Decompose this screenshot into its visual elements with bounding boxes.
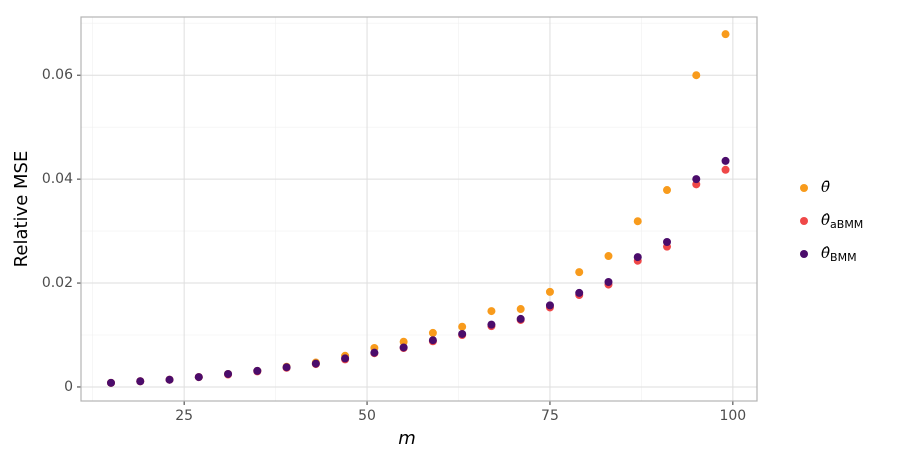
point xyxy=(487,320,496,329)
point xyxy=(399,337,408,346)
point xyxy=(428,336,437,345)
y-tick-label: 0.02 xyxy=(42,275,73,291)
point xyxy=(575,268,584,277)
x-tick-label: 50 xyxy=(358,408,376,424)
point xyxy=(663,186,672,195)
legend-label: θ̄ xyxy=(821,178,830,196)
point xyxy=(663,237,672,246)
point xyxy=(458,322,467,331)
point xyxy=(106,378,115,387)
legend-marker xyxy=(800,184,808,192)
point xyxy=(194,373,203,382)
legend-marker xyxy=(800,217,808,225)
point xyxy=(370,348,379,357)
x-tick-label: 25 xyxy=(175,408,193,424)
point xyxy=(721,30,730,39)
point xyxy=(311,359,320,368)
legend-marker xyxy=(800,250,808,258)
point xyxy=(165,375,174,384)
point xyxy=(282,363,291,372)
legend-label: θ̂aBMM xyxy=(821,211,863,231)
x-axis-title: m xyxy=(398,428,416,449)
point xyxy=(545,301,554,310)
point xyxy=(136,377,145,386)
point xyxy=(633,253,642,262)
point xyxy=(341,354,350,363)
y-tick-label: 0.04 xyxy=(42,171,73,187)
y-tick-label: 0 xyxy=(64,379,73,395)
point xyxy=(458,329,467,338)
point xyxy=(516,314,525,323)
point xyxy=(399,343,408,352)
panel-border xyxy=(80,16,758,402)
x-tick-label: 75 xyxy=(541,408,559,424)
point xyxy=(575,288,584,297)
y-axis-title: Relative MSE xyxy=(11,151,32,268)
point xyxy=(604,252,613,261)
legend-label: θ̂BMM xyxy=(821,244,857,264)
point xyxy=(545,287,554,296)
point xyxy=(253,366,262,375)
y-tick-label: 0.06 xyxy=(42,67,73,83)
point xyxy=(224,369,233,378)
point xyxy=(721,156,730,165)
point xyxy=(428,328,437,337)
x-tick-label: 100 xyxy=(719,408,746,424)
point xyxy=(692,71,701,80)
point xyxy=(604,278,613,287)
point xyxy=(721,165,730,174)
point xyxy=(633,217,642,226)
point xyxy=(692,175,701,184)
point xyxy=(487,307,496,316)
point xyxy=(516,305,525,314)
